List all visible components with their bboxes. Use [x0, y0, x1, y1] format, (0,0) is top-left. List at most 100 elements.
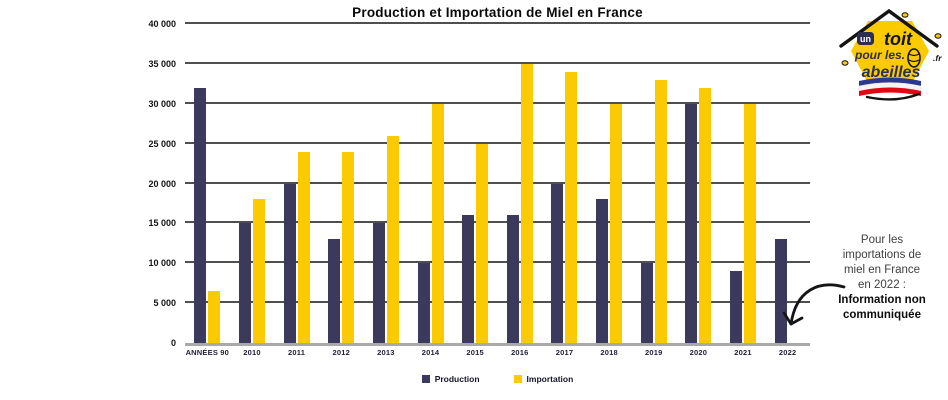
bar-importation-2021 [744, 103, 757, 343]
bar-group-2022: 2022 [765, 24, 810, 357]
y-tick-label: 40 000 [148, 19, 176, 29]
logo-word-pour-les: pour les. [854, 48, 905, 62]
bar-importation-2013 [386, 135, 399, 343]
x-tick-label: 2010 [243, 348, 261, 357]
bar-group-2014: 2014 [408, 24, 453, 357]
bar-production-2016 [506, 215, 519, 343]
bar-importation-2010 [252, 199, 265, 343]
x-tick-label: 2011 [288, 348, 306, 357]
flag-red-stripe [859, 87, 921, 96]
bar-importation-2020 [699, 87, 712, 343]
bar-production-années-90 [194, 87, 207, 343]
bar-group-2016: 2016 [498, 24, 543, 357]
flag-blue-stripe [859, 77, 921, 86]
bar-production-2015 [462, 215, 475, 343]
gridline [185, 221, 810, 224]
annotation-2022: Pour les importations de miel en France … [818, 233, 946, 323]
bar-importation-2019 [654, 79, 667, 343]
annotation-bold-line: communiquée [843, 308, 921, 321]
y-tick-label: 20 000 [148, 178, 176, 189]
bee-stripes-icon [908, 53, 920, 63]
bar-production-2022 [774, 239, 787, 343]
bar-group-2017: 2017 [542, 24, 587, 357]
bar-importation-2011 [297, 151, 310, 343]
logo-word-toit: toit [884, 29, 913, 49]
logo-tld: .fr [933, 53, 942, 63]
annotation-line: miel en France [843, 263, 921, 276]
legend-swatch-icon [513, 375, 522, 383]
bar-importation-2012 [342, 151, 355, 343]
bar-importation-années-90 [208, 291, 221, 343]
x-tick-label: 2020 [689, 348, 708, 357]
bar-production-2018 [596, 199, 609, 343]
bar-group-2010: 2010 [230, 24, 275, 357]
x-tick-label: 2015 [466, 348, 484, 357]
bar-production-2011 [283, 183, 296, 343]
bee-icon [907, 48, 921, 68]
y-tick-label: 35 000 [148, 58, 176, 69]
y-tick-label: 25 000 [148, 138, 176, 149]
x-tick-label: 2019 [644, 348, 663, 357]
x-tick-label: 2021 [734, 348, 752, 357]
x-tick-label: 2016 [511, 348, 529, 357]
gridline [185, 61, 810, 64]
bar-production-2017 [551, 183, 564, 343]
bar-group-2020: 2020 [676, 24, 721, 357]
y-tick-label: 30 000 [148, 98, 176, 109]
bar-importation-2015 [476, 143, 489, 343]
bee-icon [901, 12, 909, 18]
bar-production-2014 [417, 263, 430, 343]
legend-label: Production [434, 374, 480, 384]
bar-importation-2014 [431, 103, 444, 343]
bar-group-2015: 2015 [453, 24, 498, 357]
chart-title: Production et Importation de Miel en Fra… [352, 5, 643, 20]
roof-icon [839, 8, 939, 48]
annotation-line: importations de [842, 248, 922, 261]
gridline [185, 22, 810, 24]
bee-icon [841, 60, 849, 66]
bar-group-2021: 2021 [721, 24, 766, 357]
annotation-bold-line: Information non [838, 293, 926, 306]
logo-word-un: un [860, 34, 871, 44]
bar-group-2012: 2012 [319, 24, 364, 357]
bar-group-2019: 2019 [631, 24, 676, 357]
curved-arrow-icon [782, 283, 846, 326]
un-badge [857, 32, 874, 45]
logo-word-abeilles: abeilles [862, 64, 921, 81]
gridline [185, 141, 810, 144]
x-tick-label: 2014 [421, 348, 440, 357]
y-tick-label: 10 000 [148, 258, 176, 269]
annotation-line: en 2022 : [858, 278, 906, 291]
x-tick-label: 2013 [377, 348, 395, 357]
bar-group-2011: 2011 [274, 24, 319, 357]
bar-importation-2017 [565, 71, 578, 343]
x-tick-label: 2018 [600, 348, 618, 357]
gridline [185, 101, 810, 104]
bar-production-2021 [730, 271, 743, 343]
x-tick-label: ANNÉES 90 [185, 348, 230, 357]
bar-group-2018: 2018 [587, 24, 632, 357]
gridline [185, 261, 810, 264]
y-tick-label: 15 000 [148, 218, 176, 229]
x-tick-label: 2012 [332, 348, 350, 357]
bar-production-2020 [685, 103, 698, 343]
legend-item-importation: Importation [513, 374, 574, 384]
y-tick-label: 0 [170, 338, 176, 348]
chart-legend: Production Importation [185, 374, 810, 384]
bar-importation-2016 [520, 63, 533, 343]
gridline [185, 181, 810, 184]
plot-area: 0 5 000 10 000 15 000 20 000 25 000 30 000 35 0… [148, 19, 810, 357]
gridline [185, 301, 810, 304]
x-tick-label: 2022 [778, 348, 797, 357]
bar-production-2019 [640, 263, 653, 343]
flag-swoosh-icon [865, 92, 921, 101]
bar-production-2010 [238, 223, 251, 343]
legend-item-production: Production [421, 374, 480, 384]
bar-production-2012 [328, 239, 341, 343]
legend-label: Importation [526, 374, 574, 384]
un-toit-pour-les-abeilles-logo: un toit pour les. .fr abeilles [839, 8, 942, 101]
bar-group-années-90: ANNÉES 90 [185, 24, 230, 357]
bar-production-2013 [372, 223, 385, 343]
bar-importation-2018 [610, 103, 623, 343]
